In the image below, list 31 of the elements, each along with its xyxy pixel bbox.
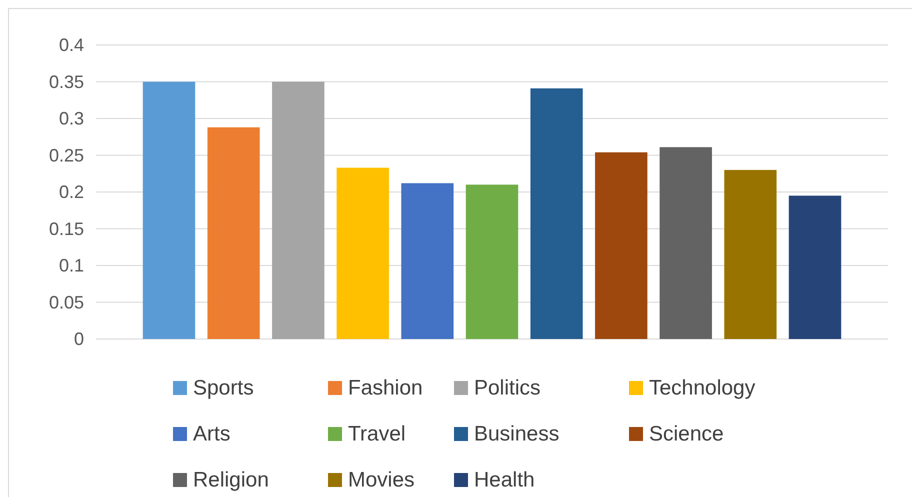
legend-label: Travel xyxy=(348,422,406,446)
legend-label: Movies xyxy=(348,468,415,492)
bar xyxy=(595,152,648,339)
bar xyxy=(466,184,518,339)
bar xyxy=(660,147,712,339)
bar xyxy=(724,170,777,339)
y-tick-label: 0.3 xyxy=(58,108,84,128)
legend-label: Fashion xyxy=(348,376,423,400)
bar xyxy=(142,82,196,339)
y-tick-label: 0.2 xyxy=(58,182,84,202)
legend-label: Sports xyxy=(193,376,254,400)
y-tick-label: 0 xyxy=(74,329,84,349)
legend-label: Science xyxy=(649,422,724,446)
bar xyxy=(401,183,454,339)
y-tick-label: 0.25 xyxy=(48,145,84,166)
bar xyxy=(336,168,389,339)
bar xyxy=(272,82,324,339)
bar xyxy=(788,196,842,339)
legend-label: Politics xyxy=(474,376,541,400)
y-tick-label: 0.4 xyxy=(58,35,84,55)
y-tick-label: 0.05 xyxy=(48,292,84,312)
bar xyxy=(207,127,260,339)
legend-label: Business xyxy=(474,422,560,446)
y-tick-label: 0.15 xyxy=(48,218,84,239)
legend-label: Technology xyxy=(649,376,756,400)
bar xyxy=(530,88,583,339)
legend-label: Arts xyxy=(193,422,230,446)
legend-label: Religion xyxy=(193,468,269,492)
y-tick-label: 0.35 xyxy=(48,72,84,92)
legend-label: Health xyxy=(474,468,535,492)
y-tick-label: 0.1 xyxy=(58,256,84,276)
